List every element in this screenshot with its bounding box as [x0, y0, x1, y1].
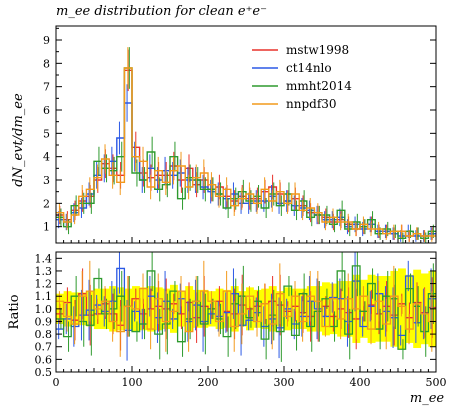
ratio-y-tick-label: 0.7: [35, 341, 53, 354]
legend: mstw1998 ct14nlo mmht2014 nnpdf30: [252, 43, 352, 111]
ratio-y-tick-label: 0.5: [35, 366, 53, 379]
legend-label-nnpdf30: nnpdf30: [286, 97, 337, 111]
x-tick-label: 300: [274, 376, 295, 389]
y-tick-label: 7: [43, 81, 50, 94]
y-tick-label: 5: [43, 127, 50, 140]
ratio-y-tick-label: 0.8: [35, 328, 53, 341]
x-tick-label: 0: [53, 376, 60, 389]
series-line-mstw1998: [56, 69, 436, 237]
y-tick-label: 9: [43, 34, 50, 47]
ratio-y-tick-label: 1.4: [35, 252, 53, 265]
top-panel: 1 2 3 4 5 6 7 8 9: [43, 25, 437, 244]
ratio-y-tick-label: 0.9: [35, 315, 53, 328]
x-tick-label: 500: [426, 376, 447, 389]
chart-title: m_ee distribution for clean e⁺e⁻: [56, 4, 267, 19]
legend-label-ct14nlo: ct14nlo: [286, 61, 332, 75]
ratio-line-nnpdf30: [56, 287, 436, 333]
ratio-y-tick-label: 1.3: [35, 265, 53, 278]
y-tick-label: 6: [43, 104, 50, 117]
legend-label-mmht2014: mmht2014: [286, 79, 352, 93]
y-tick-label: 3: [43, 174, 50, 187]
y-tick-label: 4: [43, 151, 50, 164]
series-line-nnpdf30: [56, 67, 436, 237]
ratio-y-tick-label: 1.1: [35, 290, 53, 303]
x-tick-label: 100: [122, 376, 143, 389]
legend-label-mstw1998: mstw1998: [286, 43, 349, 57]
y-tick-label: 1: [43, 221, 50, 234]
ratio-y-tick-label: 1.0: [35, 303, 53, 316]
series-line-mmht2014: [56, 67, 436, 240]
ratio-line-ct14nlo: [56, 267, 436, 337]
y-tick-label: 8: [43, 57, 50, 70]
bottom-panel: 0.50.60.70.80.91.01.11.21.31.4 0 100 200 300…: [35, 251, 447, 389]
top-frame: [55, 25, 437, 244]
x-tick-label: 400: [350, 376, 371, 389]
y-tick-label: 2: [43, 197, 50, 210]
ratio-y-tick-label: 1.2: [35, 278, 53, 291]
top-y-axis-label: dN_evt/dm_ee: [11, 93, 26, 187]
x-axis-label: m_ee: [410, 391, 445, 406]
bottom-y-axis-label: Ratio: [7, 294, 22, 329]
ratio-y-tick-label: 0.6: [35, 353, 53, 366]
x-tick-label: 200: [198, 376, 219, 389]
